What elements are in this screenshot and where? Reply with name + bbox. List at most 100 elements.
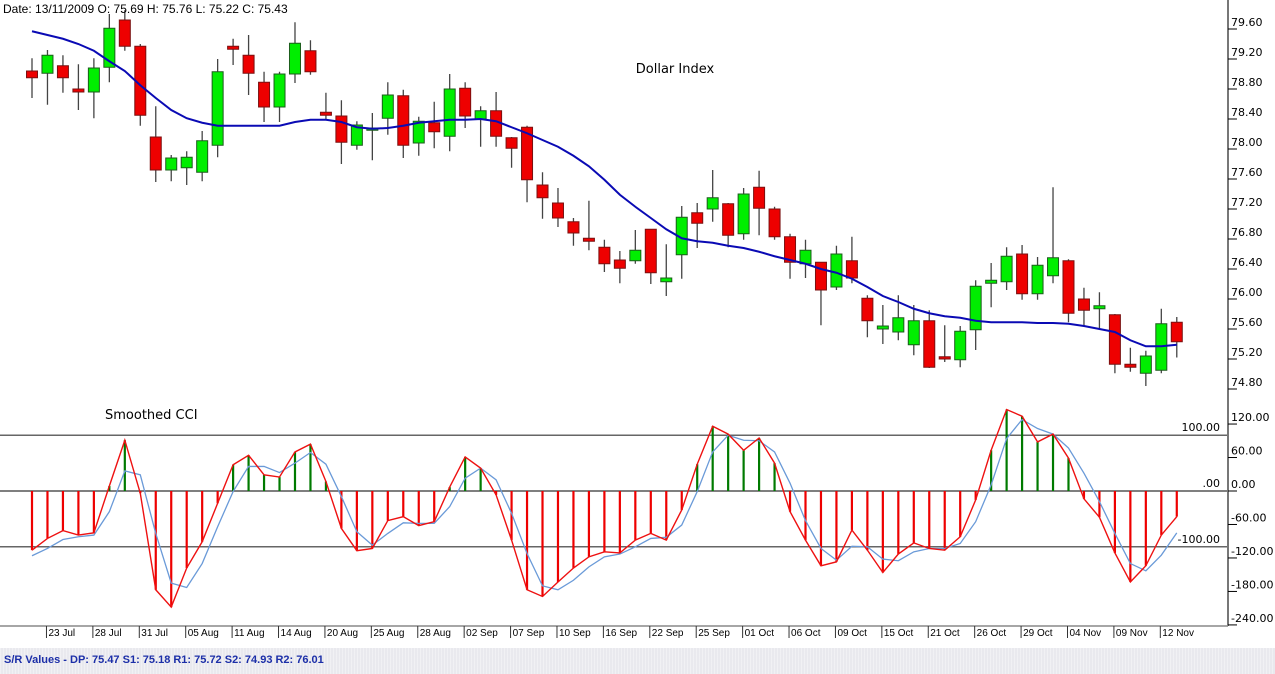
date-tick-label: 23 Jul [48, 628, 75, 639]
date-tick-label: 25 Sep [698, 628, 730, 639]
candle-down [56, 65, 69, 79]
price-tick-label: 76.00 [1231, 286, 1263, 299]
candle-down [861, 297, 874, 322]
date-tick-label: 10 Sep [559, 628, 591, 639]
candle-down [845, 260, 858, 279]
candle-down [505, 137, 518, 149]
candle-down [149, 136, 162, 171]
cci-level-label: 100.00 [1182, 421, 1221, 434]
candle-down [814, 261, 827, 291]
cci-tick-label: 0.00 [1231, 478, 1256, 491]
date-tick-label: 28 Aug [420, 628, 451, 639]
chart-title: Dollar Index [636, 62, 715, 77]
price-tick-label: 77.60 [1231, 166, 1263, 179]
date-tick-label: 12 Nov [1162, 628, 1194, 639]
date-tick-label: 11 Aug [234, 628, 264, 639]
date-tick-label: 04 Nov [1069, 628, 1101, 639]
date-tick-label: 07 Sep [513, 628, 545, 639]
candle-down [304, 50, 317, 73]
date-tick-label: 20 Aug [327, 628, 358, 639]
date-tick-label: 02 Sep [466, 628, 498, 639]
cci-panel: 100.00 .00 -100.00 [0, 408, 1228, 609]
candle-down [691, 212, 704, 224]
candle-up [196, 140, 209, 173]
candle-up [1031, 264, 1044, 295]
moving-average-line [31, 30, 1177, 348]
candle-down [428, 122, 441, 133]
candle-up [876, 325, 889, 330]
candle-up [985, 279, 998, 284]
candle-up [443, 88, 456, 137]
date-tick-label: 05 Aug [188, 628, 219, 639]
candle-down [567, 221, 580, 234]
candle-up [288, 42, 301, 75]
candle-down [923, 320, 936, 368]
candle-down [598, 246, 611, 265]
candle-up [969, 285, 982, 331]
candle-down [1077, 298, 1090, 311]
date-tick-label: 28 Jul [95, 628, 122, 639]
date-tick-label: 31 Jul [141, 628, 168, 639]
candle-down [551, 202, 564, 219]
candle-down [1016, 253, 1029, 295]
date-tick-label: 26 Oct [977, 628, 1007, 639]
candle-down [397, 95, 410, 146]
date-tick-label: 25 Aug [373, 628, 404, 639]
date-tick-label: 09 Oct [837, 628, 867, 639]
status-bar: S/R Values - DP: 75.47 S1: 75.18 R1: 75.… [0, 648, 1275, 674]
candle-up [706, 197, 719, 210]
candle-down [1170, 321, 1183, 343]
candle-down [784, 236, 797, 263]
candle-down [227, 45, 240, 50]
date-tick-label: 21 Oct [930, 628, 960, 639]
candle-up [1047, 257, 1060, 277]
price-tick-label: 78.00 [1231, 136, 1263, 149]
candle-down [753, 186, 766, 209]
candle-up [87, 67, 100, 93]
candle-down [72, 88, 85, 93]
candle-up [954, 330, 967, 361]
candle-up [412, 120, 425, 144]
cci-level-label: -100.00 [1178, 533, 1220, 546]
candle-up [1139, 355, 1152, 374]
candle-up [892, 317, 905, 333]
candle-down [459, 87, 472, 117]
date-tick-label: 16 Sep [605, 628, 637, 639]
candle-up [474, 110, 487, 120]
candle-up [273, 73, 286, 108]
candle-up [907, 320, 920, 346]
candle-up [165, 157, 178, 171]
date-tick-label: 15 Oct [884, 628, 914, 639]
candle-down [319, 111, 332, 116]
price-tick-label: 79.20 [1231, 46, 1263, 59]
candle-down [722, 203, 735, 236]
date-tick-label: 22 Sep [652, 628, 684, 639]
cci-tick-label: -240.00 [1231, 612, 1273, 625]
cci-level-label: .00 [1203, 477, 1221, 490]
cci-smoothed-line [31, 418, 1178, 591]
candle-up [799, 249, 812, 265]
candle-up [660, 277, 673, 283]
candle-down [258, 81, 271, 108]
price-tick-label: 74.80 [1231, 376, 1263, 389]
date-tick-label: 06 Oct [791, 628, 821, 639]
cci-tick-label: -60.00 [1231, 511, 1266, 524]
candle-down [26, 70, 38, 79]
price-tick-label: 76.40 [1231, 256, 1263, 269]
price-tick-label: 77.20 [1231, 196, 1263, 209]
candle-down [1062, 260, 1075, 314]
candle-down [644, 228, 657, 274]
cci-line [31, 408, 1178, 609]
price-tick-label: 78.40 [1231, 106, 1263, 119]
date-tick-label: 14 Aug [281, 628, 312, 639]
candle-down [768, 208, 781, 238]
chart-canvas: 100.00 .00 -100.00 79.60 79.20 78.80 78.40 78.… [0, 0, 1273, 639]
candle-up [41, 54, 54, 74]
cci-title: Smoothed CCI [105, 408, 198, 423]
candle-down [242, 54, 255, 74]
candle-up [629, 249, 642, 262]
candle-up [381, 94, 394, 119]
cci-tick-label: 120.00 [1231, 411, 1270, 424]
candle-up [180, 156, 193, 169]
candle-down [118, 19, 131, 47]
